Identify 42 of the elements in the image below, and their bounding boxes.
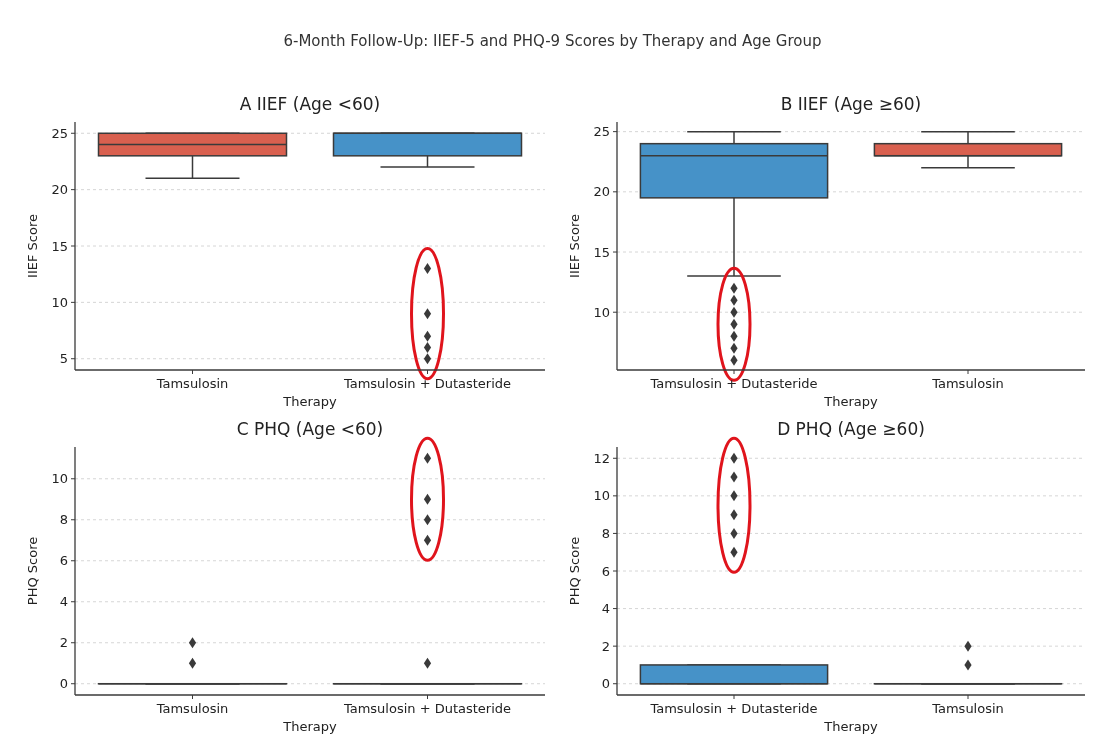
y-tick-label: 15 [51, 238, 68, 254]
x-axis-title: Therapy [282, 719, 338, 734]
y-axis-title: PHQ Score [567, 536, 582, 606]
x-tick-label: Tamsulosin + Dutasteride [342, 701, 512, 716]
x-tick-label: Tamsulosin [155, 376, 229, 391]
chart-title: B IIEF (Age ≥60) [780, 94, 922, 114]
x-axis-title: Therapy [282, 394, 338, 409]
y-tick-label: 4 [59, 594, 68, 610]
y-tick-label: 8 [601, 525, 610, 541]
y-tick-label: 25 [51, 125, 68, 141]
y-tick-label: 2 [59, 635, 68, 651]
y-tick-label: 15 [593, 244, 610, 260]
y-tick-label: 6 [59, 553, 68, 569]
y-tick-label: 8 [59, 512, 68, 528]
x-axis-title: Therapy [823, 394, 879, 409]
chart-title: D PHQ (Age ≥60) [777, 419, 925, 439]
y-axis-title: IIEF Score [25, 214, 40, 278]
x-tick-label: Tamsulosin [155, 701, 229, 716]
y-tick-label: 0 [59, 676, 68, 692]
chart-title: A IIEF (Age <60) [239, 94, 381, 114]
y-tick-label: 20 [593, 184, 610, 200]
y-tick-label: 5 [59, 351, 68, 367]
x-tick-label: Tamsulosin + Dutasteride [649, 701, 818, 716]
y-tick-label: 2 [601, 638, 610, 654]
x-tick-label: Tamsulosin [931, 376, 1004, 391]
x-axis-title: Therapy [823, 719, 879, 734]
x-tick-label: Tamsulosin + Dutasteride [342, 376, 512, 391]
y-tick-label: 6 [601, 563, 610, 579]
x-tick-label: Tamsulosin [931, 701, 1004, 716]
y-tick-label: 10 [51, 294, 68, 310]
y-tick-label: 20 [51, 182, 68, 198]
y-tick-label: 12 [593, 450, 610, 466]
y-tick-label: 25 [593, 124, 610, 140]
y-axis-title: PHQ Score [25, 536, 40, 606]
y-tick-label: 10 [593, 488, 610, 504]
y-tick-label: 0 [601, 676, 610, 692]
chart-title: C PHQ (Age <60) [236, 419, 384, 439]
text: 6-Month Follow-Up: IIEF-5 and PHQ-9 Scores by Therapy and Age Group [283, 32, 822, 50]
y-tick-label: 4 [601, 601, 610, 617]
y-tick-label: 10 [51, 471, 68, 487]
y-tick-label: 10 [593, 304, 610, 320]
y-axis-title: IIEF Score [567, 214, 582, 278]
